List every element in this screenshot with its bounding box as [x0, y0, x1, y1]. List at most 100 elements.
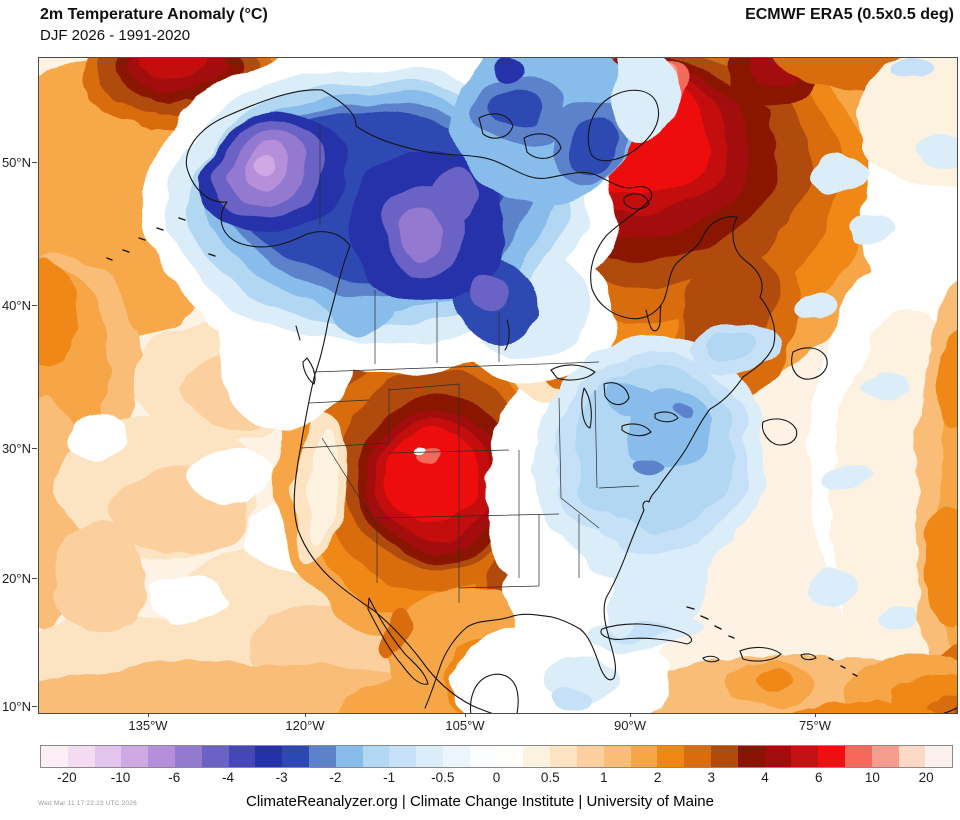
cold-region-eastern-us	[533, 321, 778, 712]
colorbar-segment	[41, 746, 68, 767]
island-southampton	[623, 193, 650, 210]
colorbar-tick-label: 20	[918, 770, 934, 785]
colorbar-segment	[496, 746, 524, 767]
lat-tick-label: 30°N	[1, 441, 31, 456]
border-states-central	[558, 389, 640, 529]
longitude-axis: 135°W 120°W 105°W 90°W 75°W	[38, 713, 957, 737]
region-atlantic	[795, 58, 957, 713]
colorbar-segment	[844, 746, 872, 767]
colorbar-segment	[791, 746, 819, 767]
latitude-axis: 50°N 40°N 30°N 20°N 10°N	[0, 57, 37, 714]
colorbar-segment	[416, 746, 443, 767]
island-haida-gwaii	[295, 325, 301, 341]
colorbar-tick-label: 10	[864, 770, 880, 785]
lat-tick-mark	[32, 706, 37, 707]
anomaly-map-canvas	[39, 58, 957, 713]
colorbar-segment	[121, 746, 149, 767]
colorbar-tick-label: -6	[168, 770, 181, 785]
warm-region-caribbean	[614, 654, 957, 713]
lon-tick-label: 90°W	[614, 718, 646, 733]
coast-labrador	[732, 216, 776, 378]
dataset-source-label: ECMWF ERA5 (0.5x0.5 deg)	[745, 6, 954, 23]
coast-arctic	[321, 89, 653, 200]
colorbar-segment	[228, 746, 256, 767]
colorbar-tick-label: -1	[383, 770, 396, 785]
lat-tick-mark	[32, 305, 37, 306]
coast-yucatan	[469, 673, 519, 713]
coast-james-bay	[645, 305, 662, 332]
lon-tick-label: 75°W	[799, 718, 831, 733]
lake-winnipeg	[504, 319, 510, 351]
island-jamaica	[702, 655, 720, 663]
lon-tick-label: 135°W	[128, 718, 168, 733]
coast-baja	[367, 597, 429, 685]
colorbar-tick-label: 3	[707, 770, 716, 785]
colorbar-segment	[576, 746, 604, 767]
colorbar-tick-label: 4	[761, 770, 769, 785]
colorbar-tick-label: 0	[492, 770, 501, 785]
border-provinces	[374, 290, 500, 364]
coast-hudson-bay	[590, 198, 738, 320]
colorbar-segment	[282, 746, 309, 767]
colorbar-segment	[148, 746, 175, 767]
colorbar-tick-label: -3	[275, 770, 288, 785]
colorbar-segment	[764, 746, 792, 767]
colorbar-tick-label: 0.5	[540, 770, 560, 785]
page-subtitle: DJF 2026 - 1991-2020	[40, 27, 191, 44]
cold-region-alaska-nw-canada	[142, 58, 675, 430]
colorbar-tick-label: -20	[57, 770, 77, 785]
colorbar	[40, 745, 953, 768]
island-nova-scotia	[761, 418, 798, 446]
colorbar-segment	[94, 746, 122, 767]
colorbar-tick-label: 6	[814, 770, 823, 785]
islands-aleutians	[106, 217, 216, 261]
lat-tick-mark	[32, 162, 37, 163]
colorbar-segment	[684, 746, 711, 767]
island-baffin	[587, 89, 659, 162]
colorbar-segment	[603, 746, 631, 767]
lon-tick-label: 120°W	[285, 718, 325, 733]
colorbar-tick-label: -0.5	[431, 770, 455, 785]
lon-tick-mark	[465, 713, 466, 717]
generation-timestamp: Wed Mar 11 17:22:23 UTC 2026	[38, 800, 137, 807]
lon-tick-mark	[148, 713, 149, 717]
islands-bahamas	[686, 606, 858, 677]
colorbar-segment	[898, 746, 926, 767]
colorbar-segment	[710, 746, 738, 767]
lat-tick-label: 10°N	[1, 699, 31, 714]
lon-tick-mark	[815, 713, 816, 717]
colorbar-segment	[630, 746, 658, 767]
colorbar-segment	[550, 746, 577, 767]
lake-ontario	[654, 411, 679, 423]
colorbar-segment	[308, 746, 336, 767]
colorbar-segment	[925, 746, 953, 767]
colorbar-segment	[469, 746, 497, 767]
credit-line: ClimateReanalyzer.org | Climate Change I…	[246, 793, 714, 810]
lon-tick-label: 105°W	[445, 718, 485, 733]
island-hispaniola	[739, 646, 782, 662]
lake-michigan	[581, 387, 592, 429]
colorbar-segment	[818, 746, 845, 767]
map-plot-area	[38, 57, 958, 714]
colorbar-segment	[737, 746, 765, 767]
colorbar-segment	[174, 746, 202, 767]
lat-tick-label: 40°N	[1, 298, 31, 313]
lat-tick-mark	[32, 578, 37, 579]
colorbar-tick-label: -2	[329, 770, 342, 785]
island-newfoundland	[791, 347, 828, 380]
lon-tick-mark	[630, 713, 631, 717]
page-title: 2m Temperature Anomaly (°C)	[40, 6, 268, 23]
lat-tick-mark	[32, 448, 37, 449]
colorbar-tick-label: 1	[600, 770, 608, 785]
lake-erie	[621, 423, 652, 437]
lat-tick-label: 20°N	[1, 571, 31, 586]
border-us-canada	[312, 361, 600, 373]
colorbar-segment	[442, 746, 470, 767]
colorbar-tick-label: 2	[653, 770, 662, 785]
lon-tick-mark	[305, 713, 306, 717]
island-victoria	[523, 133, 562, 159]
political-borders	[300, 124, 640, 603]
colorbar-segment	[523, 746, 551, 767]
border-states-west	[300, 383, 580, 603]
